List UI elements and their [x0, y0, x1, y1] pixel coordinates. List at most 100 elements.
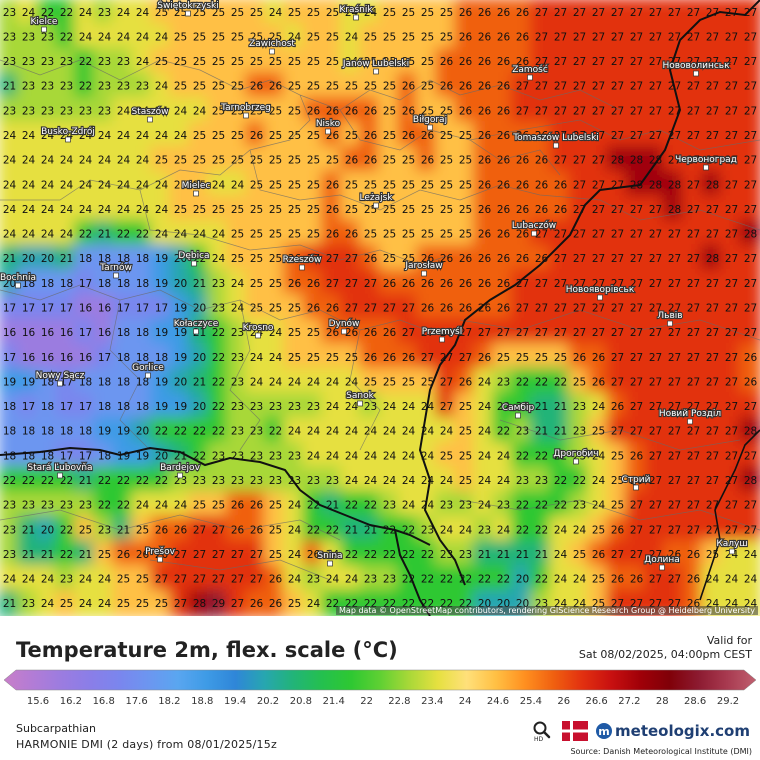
- place-label[interactable]: Kołaczyce: [173, 318, 220, 335]
- place-label[interactable]: Dębica: [177, 250, 211, 267]
- temperature-cell: [112, 244, 135, 273]
- place-label[interactable]: Lubaczów: [511, 219, 557, 237]
- temperature-cell: [378, 490, 401, 520]
- place-label[interactable]: Новояворівськ: [565, 284, 636, 301]
- temperature-cell: [150, 47, 173, 76]
- magnifier-icon[interactable]: HD: [532, 720, 554, 742]
- grid-value: 27: [573, 56, 586, 68]
- scale-tick-label: 24: [459, 696, 472, 707]
- grid-value: 24: [155, 500, 169, 512]
- place-label[interactable]: Staszów: [130, 105, 170, 123]
- grid-value: 20: [193, 352, 206, 364]
- place-label[interactable]: Mielec: [181, 180, 212, 197]
- grid-value: 18: [117, 401, 130, 413]
- place-label[interactable]: Tomaszów Lubelski: [511, 131, 600, 149]
- place-label[interactable]: Самбір: [501, 402, 536, 419]
- temperature-cell: [226, 170, 249, 200]
- temperature-cell: [435, 145, 458, 175]
- grid-value: 26: [117, 549, 131, 561]
- place-label[interactable]: Nowy Sącz: [35, 370, 86, 387]
- grid-value: 19: [3, 376, 16, 388]
- temperature-cell: [226, 589, 249, 616]
- place-label[interactable]: Krosno: [241, 322, 275, 339]
- grid-value: 27: [611, 81, 624, 93]
- place-label[interactable]: Львів: [656, 310, 684, 327]
- place-label[interactable]: Rzeszów: [282, 253, 322, 271]
- grid-value: 27: [725, 81, 738, 93]
- temperature-cell: [378, 416, 401, 446]
- temperature-cell: [264, 392, 287, 421]
- grid-value: 21: [3, 81, 16, 93]
- temperature-cell: [378, 269, 401, 298]
- grid-value: 27: [725, 303, 738, 315]
- grid-value: 26: [573, 352, 587, 364]
- grid-value: 16: [41, 352, 55, 364]
- temperature-cell: [549, 22, 572, 52]
- grid-value: 26: [554, 204, 568, 216]
- temperature-cell: [283, 47, 306, 76]
- place-label[interactable]: Kraśnik: [338, 3, 374, 21]
- place-label[interactable]: Нововолинськ: [661, 60, 731, 77]
- grid-value: 24: [459, 524, 473, 536]
- place-label[interactable]: Zawichost: [248, 38, 297, 55]
- temperature-cell: [55, 121, 78, 150]
- grid-value: 24: [22, 574, 36, 586]
- temperature-cell: [264, 589, 287, 616]
- grid-value: 22: [117, 229, 130, 241]
- place-label[interactable]: Przemyśl: [421, 325, 463, 343]
- place-label[interactable]: Kielce: [29, 16, 59, 33]
- place-label[interactable]: Leżajsk: [358, 192, 394, 209]
- temperature-cell: [416, 22, 439, 52]
- map-attribution[interactable]: Map data © OpenStreetMap contributors, r…: [336, 606, 758, 615]
- temperature-cell: [0, 293, 21, 323]
- grid-value: 17: [22, 401, 35, 413]
- brand-logo[interactable]: m meteologix.com: [596, 722, 750, 740]
- temperature-cell: [511, 195, 534, 224]
- place-label[interactable]: Bardejov: [159, 462, 202, 479]
- place-label[interactable]: Долина: [643, 554, 681, 571]
- grid-value: 26: [459, 81, 473, 93]
- temperature-cell: [397, 121, 420, 150]
- place-label[interactable]: Busko-Zdrój: [40, 125, 96, 143]
- province-borders: [0, 59, 760, 581]
- grid-value: 24: [402, 500, 416, 512]
- grid-value: 26: [421, 303, 435, 315]
- place-label[interactable]: Червоноград: [674, 154, 738, 171]
- place-label[interactable]: Snina: [316, 550, 344, 567]
- place-label[interactable]: Jarosław: [403, 260, 444, 277]
- place-label[interactable]: Калуш: [715, 538, 749, 555]
- grid-value: 25: [269, 56, 282, 68]
- place-label[interactable]: Sanok: [345, 390, 376, 407]
- place-label[interactable]: Prešov: [144, 545, 177, 563]
- place-label[interactable]: Bochnia: [0, 272, 37, 289]
- place-marker: [659, 564, 665, 571]
- temperature-cell: [530, 367, 553, 397]
- place-label[interactable]: Дрогобич: [552, 448, 600, 465]
- grid-value: 18: [136, 278, 149, 290]
- place-label[interactable]: Стрий: [620, 474, 652, 491]
- place-label[interactable]: Biłgoraj: [412, 114, 448, 131]
- grid-value: 27: [649, 549, 662, 561]
- grid-value: 27: [687, 155, 700, 167]
- temperature-cell: [207, 318, 230, 347]
- place-label[interactable]: Nisko: [315, 118, 342, 135]
- grid-value: 23: [41, 81, 54, 93]
- place-label[interactable]: Gorlice: [131, 362, 165, 379]
- temperature-cell: [93, 589, 116, 616]
- place-label[interactable]: Świętokrzyski: [156, 0, 220, 17]
- place-marker: [703, 164, 709, 171]
- place-label[interactable]: Zamość: [511, 63, 549, 81]
- grid-value: 26: [630, 450, 644, 462]
- place-label[interactable]: Stará Ľubovňa: [26, 461, 94, 479]
- grid-value: 26: [611, 574, 625, 586]
- temperature-cell: [17, 22, 40, 52]
- place-label[interactable]: Tarnobrzeg: [219, 102, 272, 119]
- grid-value: 24: [269, 327, 283, 339]
- temperature-cell: [663, 416, 686, 446]
- place-label[interactable]: Новий Розділ: [658, 408, 722, 425]
- grid-value: 28: [744, 426, 757, 438]
- place-label[interactable]: Tarnów: [98, 261, 133, 279]
- temperature-map[interactable]: 23 24 22 22 24 23 24 24 25 25 25 25 25 25 24 25 25 25 24 24…: [0, 0, 760, 616]
- place-label[interactable]: Dynów: [327, 317, 361, 335]
- place-label[interactable]: Janów Lubelski: [341, 57, 410, 75]
